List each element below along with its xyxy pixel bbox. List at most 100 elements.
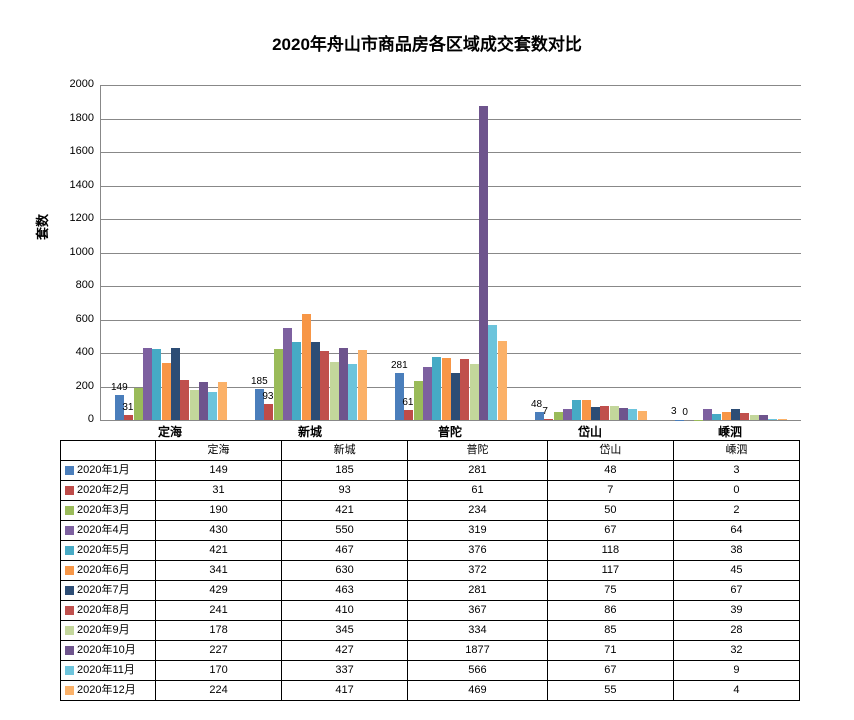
category-label: 新城 — [240, 423, 380, 440]
y-tick-label: 1200 — [54, 212, 94, 224]
table-cell: 9 — [673, 661, 799, 681]
legend-label: 2020年4月 — [77, 524, 130, 536]
table-cell: 190 — [156, 501, 282, 521]
bar — [544, 419, 553, 420]
table-cell: 417 — [282, 681, 408, 701]
gridline — [101, 286, 801, 287]
table-cell: 75 — [547, 581, 673, 601]
legend-label: 2020年8月 — [77, 604, 130, 616]
gridline — [101, 253, 801, 254]
bar — [208, 392, 217, 420]
bar — [171, 348, 180, 420]
table-legend-cell: 2020年4月 — [61, 521, 156, 541]
table-header-blank — [61, 441, 156, 461]
gridline — [101, 119, 801, 120]
bar — [610, 406, 619, 420]
bar — [563, 409, 572, 420]
table-header: 嵊泗 — [673, 441, 799, 461]
table-cell: 630 — [282, 561, 408, 581]
legend-label: 2020年11月 — [77, 664, 135, 676]
bar — [722, 412, 731, 420]
legend-swatch — [65, 646, 74, 655]
bar — [582, 400, 591, 420]
table-cell: 3 — [673, 461, 799, 481]
bar — [218, 382, 227, 420]
y-axis-label: 套数 — [32, 214, 51, 240]
table-cell: 2 — [673, 501, 799, 521]
bar — [731, 409, 740, 420]
table-cell: 241 — [156, 601, 282, 621]
table-legend-cell: 2020年3月 — [61, 501, 156, 521]
bar — [348, 364, 357, 420]
value-label: 93 — [262, 391, 273, 402]
legend-swatch — [65, 466, 74, 475]
bar — [414, 381, 423, 420]
table-legend-cell: 2020年1月 — [61, 461, 156, 481]
bar — [292, 342, 301, 420]
bar — [134, 388, 143, 420]
legend-label: 2020年10月 — [77, 644, 136, 656]
y-tick-label: 1600 — [54, 145, 94, 157]
bar — [339, 348, 348, 420]
bar — [264, 404, 273, 420]
table-cell: 55 — [547, 681, 673, 701]
y-tick-label: 600 — [54, 313, 94, 325]
table-cell: 429 — [156, 581, 282, 601]
table-row: 2020年3月190421234502 — [61, 501, 800, 521]
table-cell: 234 — [408, 501, 548, 521]
table-cell: 31 — [156, 481, 282, 501]
legend-swatch — [65, 686, 74, 695]
y-tick-label: 400 — [54, 346, 94, 358]
table-row: 2020年9月1783453348528 — [61, 621, 800, 641]
table-cell: 345 — [282, 621, 408, 641]
table-cell: 86 — [547, 601, 673, 621]
table-cell: 149 — [156, 461, 282, 481]
legend-label: 2020年5月 — [77, 544, 130, 556]
bar — [311, 342, 320, 420]
table-cell: 170 — [156, 661, 282, 681]
table-cell: 71 — [547, 641, 673, 661]
table-cell: 550 — [282, 521, 408, 541]
legend-swatch — [65, 486, 74, 495]
table-cell: 337 — [282, 661, 408, 681]
legend-swatch — [65, 566, 74, 575]
bar — [628, 409, 637, 420]
bar — [423, 367, 432, 420]
bar — [152, 349, 161, 420]
value-label: 281 — [391, 360, 408, 371]
bar — [591, 407, 600, 420]
legend-swatch — [65, 506, 74, 515]
table-cell: 0 — [673, 481, 799, 501]
table-cell: 67 — [547, 661, 673, 681]
bar — [750, 415, 759, 420]
table-cell: 319 — [408, 521, 548, 541]
table-row: 2020年2月31936170 — [61, 481, 800, 501]
table-cell: 28 — [673, 621, 799, 641]
table-cell: 32 — [673, 641, 799, 661]
table-legend-cell: 2020年11月 — [61, 661, 156, 681]
bar — [768, 419, 777, 421]
table-header: 普陀 — [408, 441, 548, 461]
legend-label: 2020年1月 — [77, 464, 130, 476]
table-cell: 185 — [282, 461, 408, 481]
bar — [143, 348, 152, 420]
table-cell: 427 — [282, 641, 408, 661]
table-legend-cell: 2020年10月 — [61, 641, 156, 661]
y-tick-label: 1000 — [54, 246, 94, 258]
bar — [199, 382, 208, 420]
value-label: 31 — [122, 402, 133, 413]
value-label: 149 — [111, 382, 128, 393]
bar — [404, 410, 413, 420]
table-cell: 367 — [408, 601, 548, 621]
table-row: 2020年8月2414103678639 — [61, 601, 800, 621]
table-cell: 178 — [156, 621, 282, 641]
table-cell: 227 — [156, 641, 282, 661]
table-cell: 410 — [282, 601, 408, 621]
table-cell: 1877 — [408, 641, 548, 661]
gridline — [101, 219, 801, 220]
table-legend-cell: 2020年8月 — [61, 601, 156, 621]
category-label: 定海 — [100, 423, 240, 440]
bar — [460, 359, 469, 420]
legend-label: 2020年7月 — [77, 584, 130, 596]
y-tick-label: 200 — [54, 380, 94, 392]
